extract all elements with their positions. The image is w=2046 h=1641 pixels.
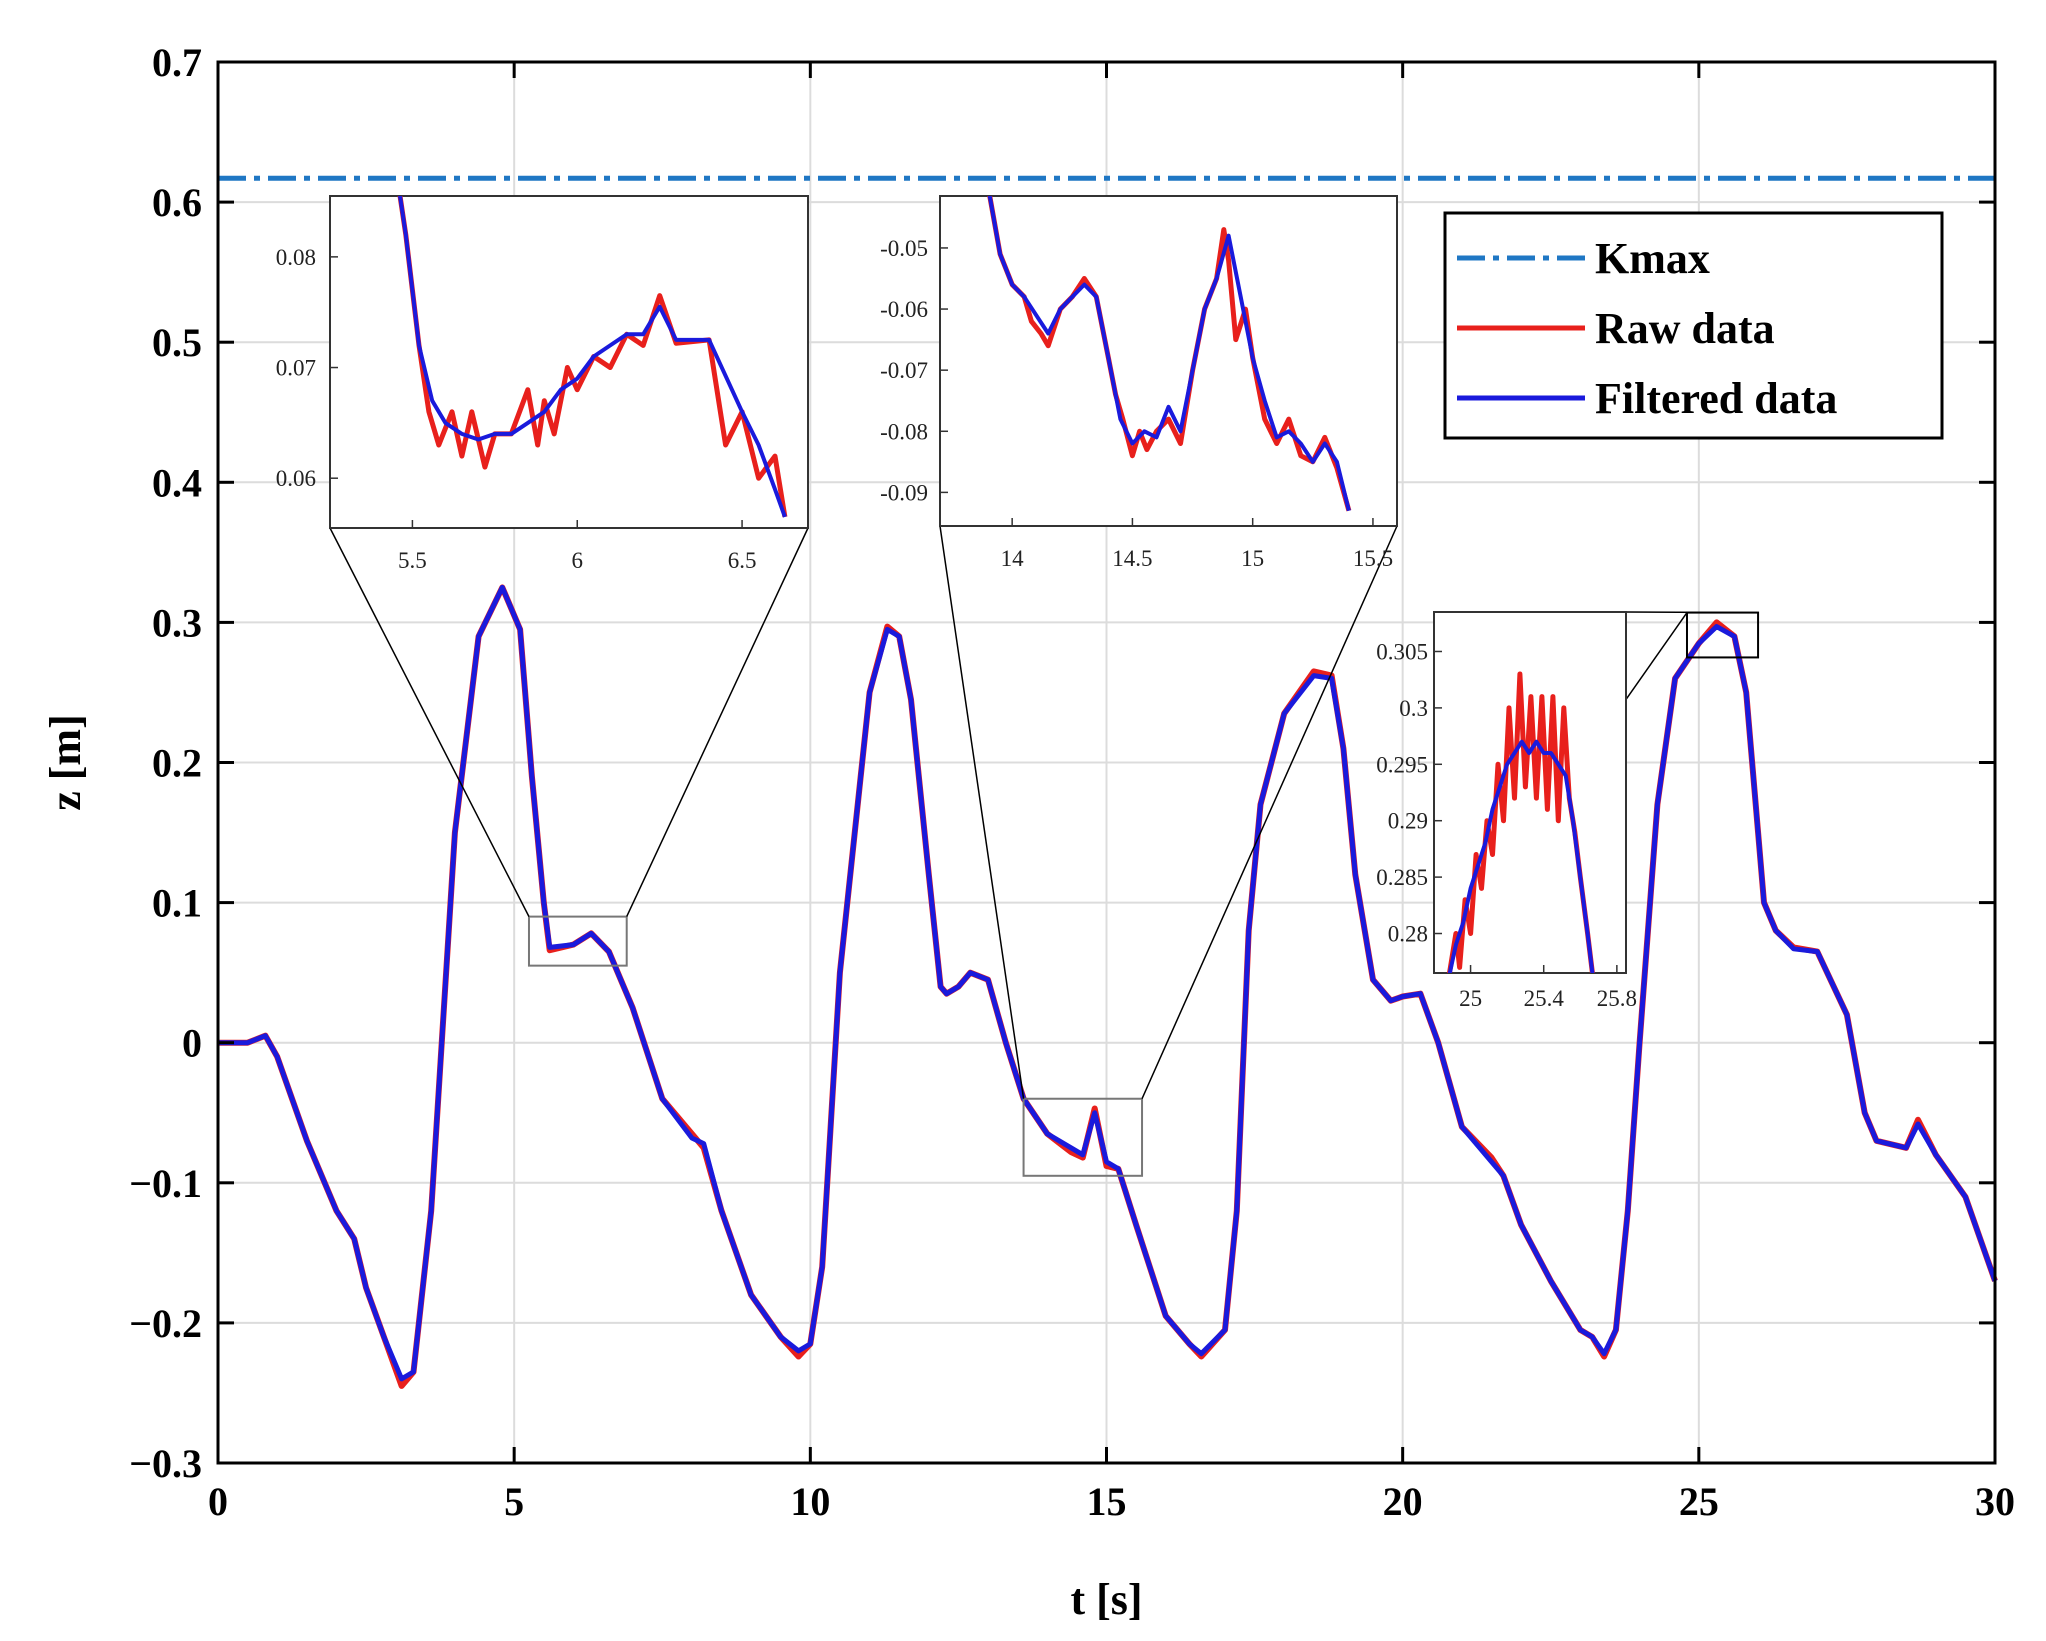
inset-x-tick-label: 25	[1459, 986, 1482, 1011]
inset-filtered-line	[987, 196, 1351, 512]
inset-y-tick-label: 0.28	[1388, 922, 1428, 947]
inset-x-tick-label: 6.5	[728, 548, 757, 573]
inset-y-tick-label: 0.06	[276, 466, 316, 491]
legend: Kmax Raw data Filtered data	[1443, 211, 1944, 440]
inset-x-tick-label: 6	[571, 548, 583, 573]
inset-x-tick-label: 25.4	[1524, 986, 1565, 1011]
legend-entry-raw: Raw data	[1595, 304, 1775, 353]
inset-raw-line	[397, 196, 788, 518]
x-tick-label: 0	[208, 1479, 228, 1524]
y-tick-label: 0.1	[152, 881, 202, 926]
inset-y-tick-label: -0.07	[880, 358, 928, 383]
inset-raw-line	[1446, 671, 1595, 973]
inset-1: 5.5 6 6.5 0.06 0.07 0.08	[276, 195, 809, 573]
inset-y-tick-label: 0.29	[1388, 809, 1428, 834]
x-tick-label: 20	[1383, 1479, 1423, 1524]
y-tick-label: −0.3	[129, 1441, 202, 1486]
inset-y-tick-label: 0.08	[276, 245, 316, 270]
x-tick-label: 25	[1679, 1479, 1719, 1524]
inset-frame	[939, 195, 1398, 527]
y-axis-label: z [m]	[41, 714, 90, 811]
inset-3: 25 25.4 25.8 0.28 0.285 0.29 0.295 0.3 0.305	[1376, 611, 1637, 1011]
inset-y-tick-label: 0.295	[1376, 752, 1428, 777]
legend-entry-kmax: Kmax	[1595, 234, 1710, 283]
insets: 5.5 6 6.5 0.06 0.07 0.08 14 14.5 15 15.5 -0.09 -0.0…	[276, 195, 1637, 1011]
main-ticks	[216, 60, 1997, 1465]
inset-x-tick-label: 15	[1241, 546, 1264, 571]
zoom-connector-line	[1141, 525, 1398, 1100]
y-tick-label: 0.6	[152, 180, 202, 225]
zoom-source-box	[527, 915, 628, 967]
inset-lines	[1446, 671, 1595, 973]
inset-x-tick-label: 25.8	[1597, 986, 1637, 1011]
y-tick-label: −0.1	[129, 1161, 202, 1206]
y-tick-label: 0.2	[152, 741, 202, 786]
inset-x-tick-label: 5.5	[398, 548, 427, 573]
inset-y-tick-label: 0.07	[276, 356, 316, 381]
y-tick-label: 0.7	[152, 40, 202, 85]
inset-y-tick-label: -0.05	[880, 236, 928, 261]
x-tick-label: 30	[1975, 1479, 2015, 1524]
y-tick-label: 0.3	[152, 600, 202, 645]
x-axis-label: t [s]	[1070, 1575, 1142, 1624]
series-filtered-line	[218, 584, 1998, 1382]
legend-entry-filtered: Filtered data	[1595, 374, 1837, 423]
inset-y-tick-label: 0.3	[1399, 696, 1428, 721]
x-tick-label: 10	[790, 1479, 830, 1524]
y-tick-label: 0.5	[152, 320, 202, 365]
inset-lines	[987, 196, 1352, 512]
inset-y-tick-label: -0.06	[880, 297, 928, 322]
inset-x-tick-label: 14.5	[1112, 546, 1152, 571]
x-tick-label: 5	[504, 1479, 524, 1524]
y-tick-label: 0	[182, 1021, 202, 1066]
zoom-connector-line	[626, 527, 809, 917]
main-series	[218, 584, 1998, 1389]
inset-x-tick-label: 15.5	[1353, 546, 1393, 571]
inset-filtered-line	[398, 196, 787, 518]
inset-y-tick-label: -0.08	[880, 419, 928, 444]
inset-frame	[329, 195, 809, 529]
x-tick-label: 15	[1087, 1479, 1127, 1524]
y-tick-label: −0.2	[129, 1301, 202, 1346]
inset-y-tick-label: -0.09	[880, 480, 928, 505]
zoom-connector-line	[939, 525, 1025, 1099]
inset-lines	[397, 196, 788, 518]
main-tick-labels: 0 5 10 15 20 25 30 −0.3 −0.2 −0.1 0 0.1 0.2 0.3 0.4 0.5…	[129, 40, 2015, 1524]
inset-filtered-line	[1447, 739, 1595, 973]
inset-y-tick-label: 0.285	[1376, 865, 1428, 890]
zoom-connector-line	[1625, 611, 1759, 614]
zoom-connector-line	[329, 527, 530, 917]
zoom-source-box	[1022, 1097, 1144, 1177]
inset-x-tick-label: 14	[1001, 546, 1025, 571]
inset-2: 14 14.5 15 15.5 -0.09 -0.08 -0.07 -0.06 -0.05	[880, 195, 1398, 571]
inset-y-tick-label: 0.305	[1376, 639, 1428, 664]
y-tick-label: 0.4	[152, 460, 202, 505]
